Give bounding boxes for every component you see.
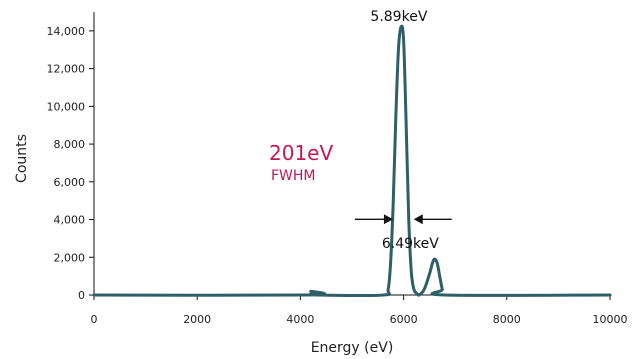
x-axis-title: Energy (eV) — [311, 340, 394, 356]
y-tick-label: 14,000 — [47, 25, 86, 38]
series-layer — [92, 24, 612, 297]
y-axis-title: Counts — [14, 134, 30, 183]
fwhm-text-label: FWHM — [271, 168, 316, 184]
y-tick-label: 12,000 — [47, 63, 86, 76]
fwhm-value-label: 201eV — [269, 141, 333, 165]
tick-marks — [89, 30, 611, 300]
annotation-layer — [354, 214, 452, 225]
x-tick-label: 0 — [91, 313, 98, 326]
x-tick-label: 4000 — [286, 313, 314, 326]
fwhm-right-arrowhead — [413, 214, 423, 225]
spectrum-line — [92, 24, 612, 297]
y-tick-label: 8,000 — [54, 138, 86, 151]
y-tick-label: 6,000 — [54, 176, 86, 189]
peak-label-5-89kev: 5.89keV — [370, 9, 427, 25]
y-tick-label: 10,000 — [47, 100, 86, 113]
y-tick-label: 4,000 — [54, 214, 86, 227]
peak-label-6-49kev: 6.49keV — [382, 236, 439, 252]
tick-labels: 0 2,000 4,000 6,000 8,000 10,000 12,000 14,000 0… — [47, 25, 628, 326]
fwhm-left-arrowhead — [383, 214, 393, 225]
x-tick-label: 2000 — [183, 313, 211, 326]
y-tick-label: 0 — [78, 289, 85, 302]
y-tick-label: 2,000 — [54, 251, 86, 264]
x-tick-label: 6000 — [390, 313, 418, 326]
x-tick-label: 8000 — [493, 313, 521, 326]
x-tick-label: 10000 — [593, 313, 628, 326]
axes — [93, 12, 610, 296]
